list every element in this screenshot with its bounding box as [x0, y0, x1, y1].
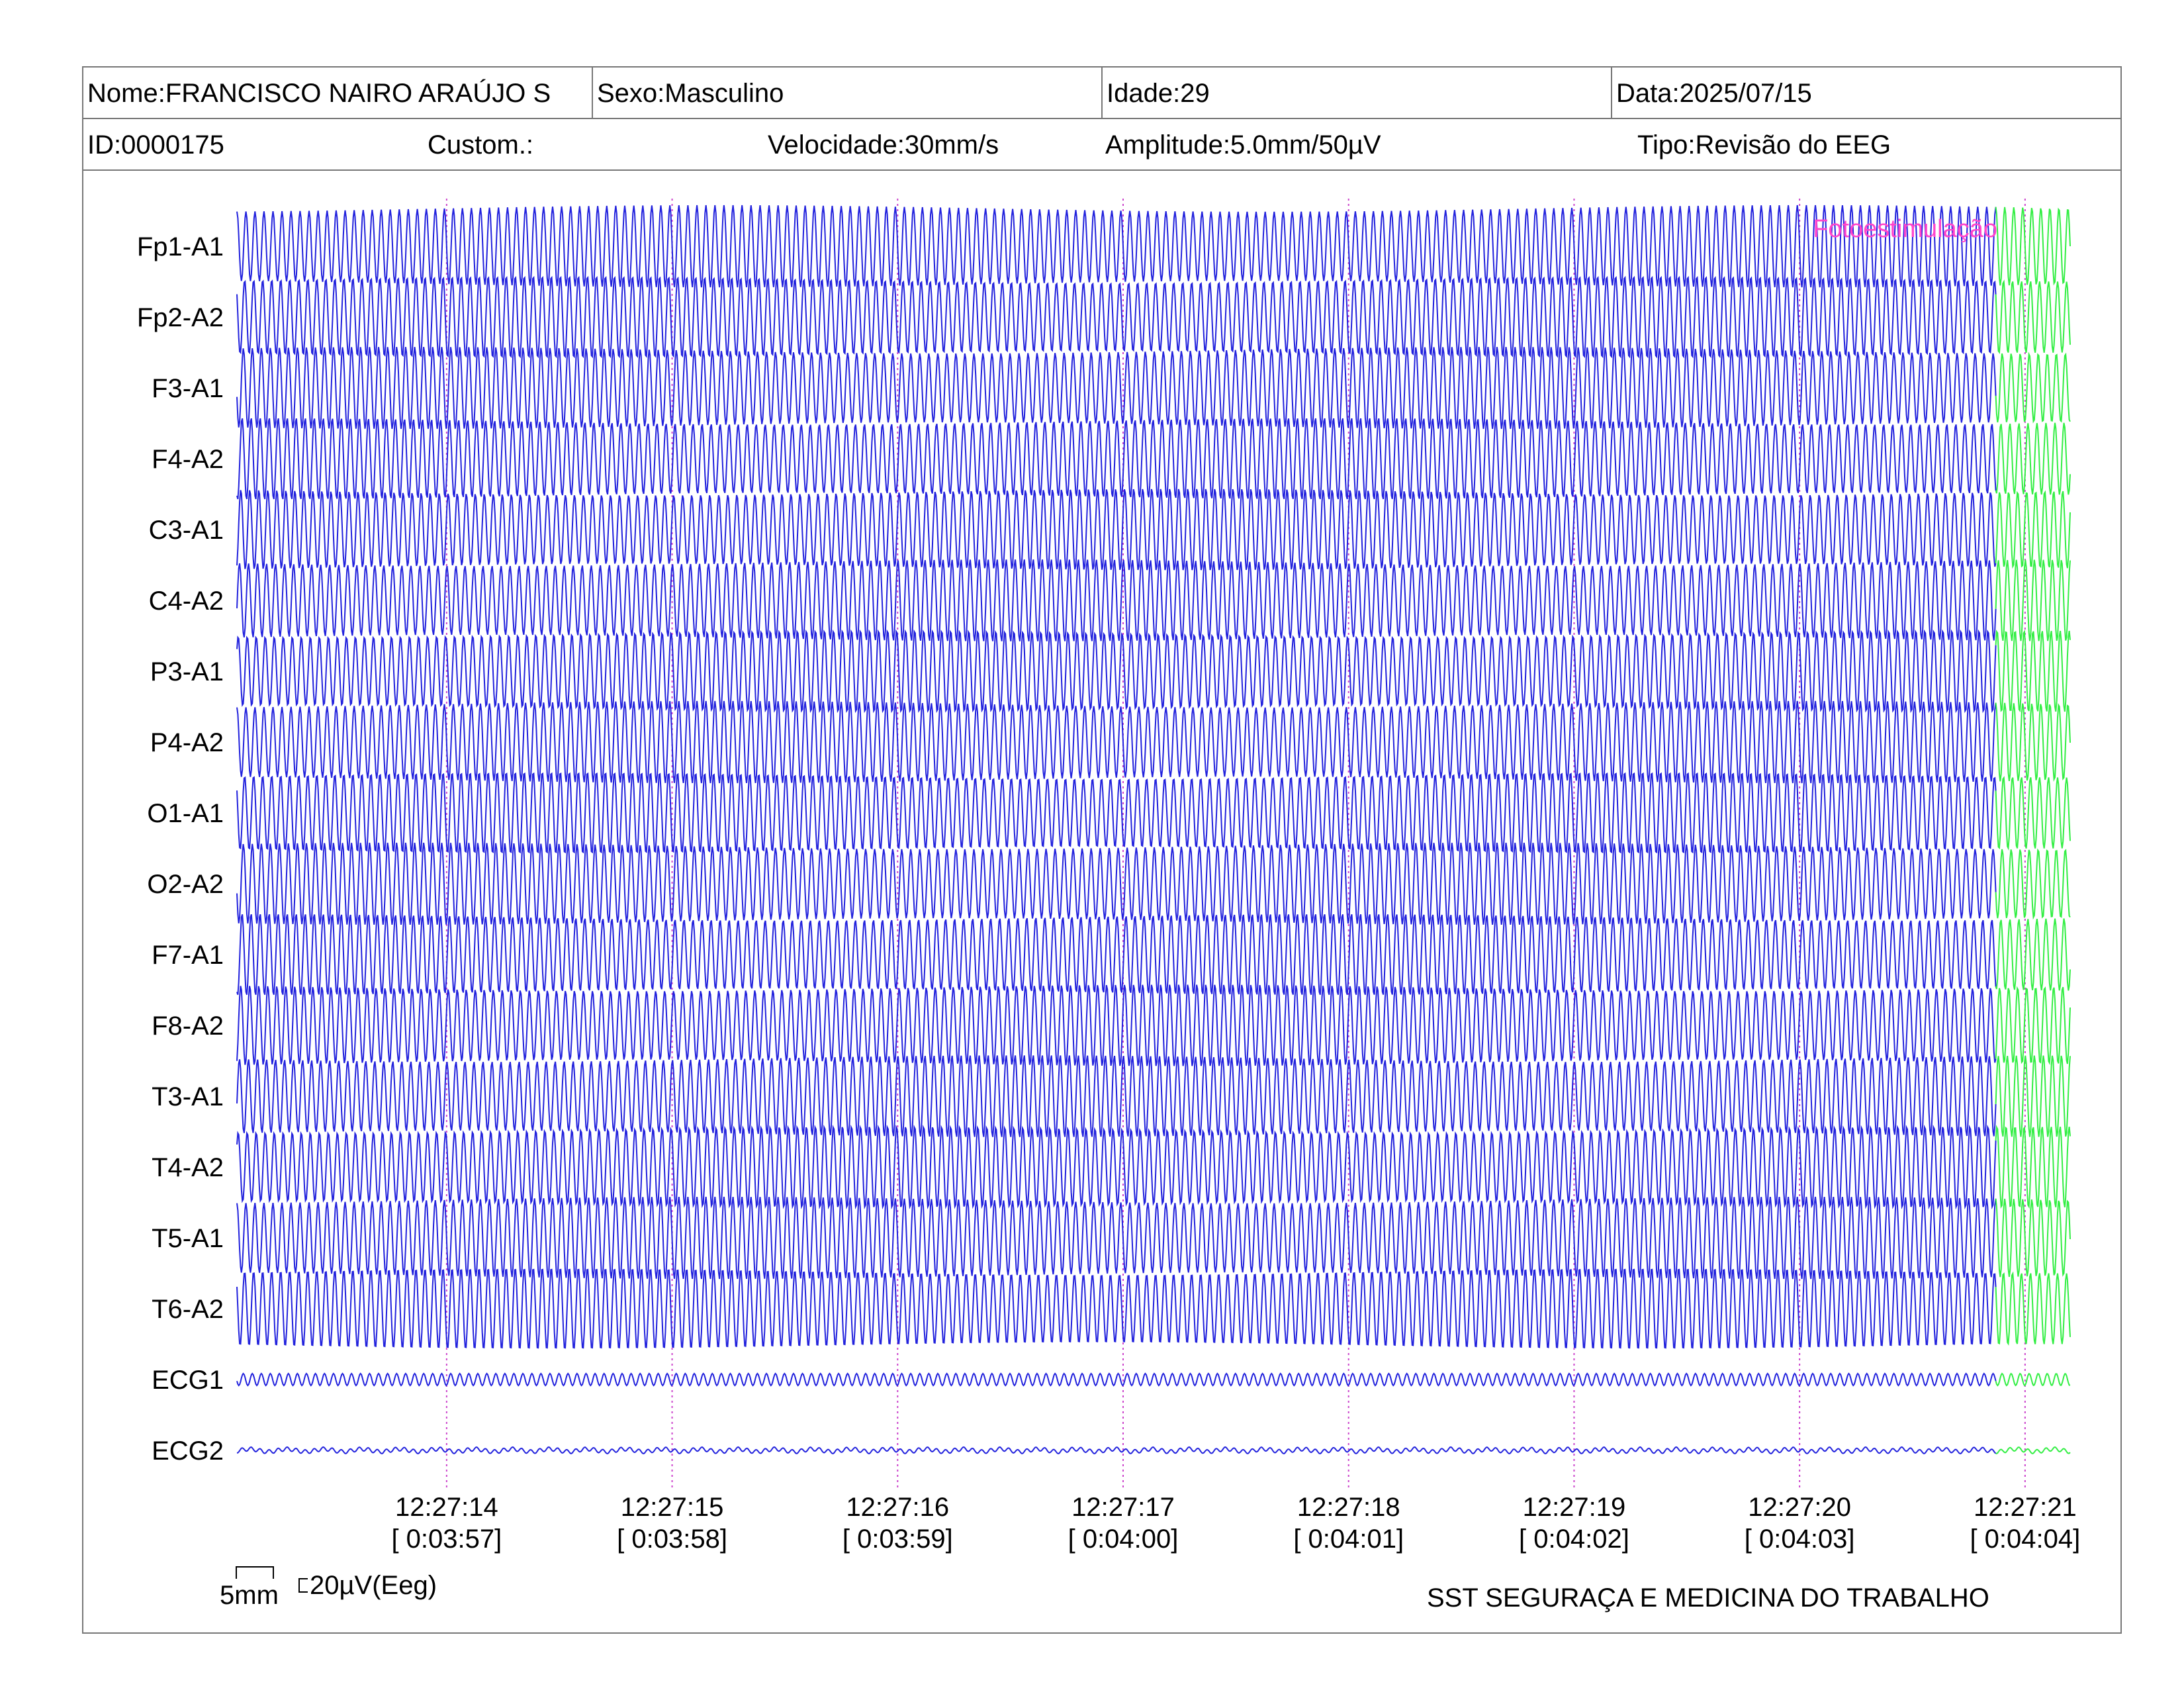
channel-label: P3-A1 [150, 657, 224, 686]
channel-label: O2-A2 [147, 870, 224, 899]
channel-trace-stimulation [1995, 352, 2071, 424]
channel-trace-stimulation [1995, 702, 2071, 782]
channel-label: Fp2-A2 [137, 303, 224, 332]
channel-trace [236, 1124, 1997, 1210]
channel-trace [236, 205, 1997, 288]
channel-trace-stimulation [1995, 1055, 2071, 1137]
header-row-1: Nome:FRANCISCO NAIRO ARAÚJO S Sexo:Mascu… [83, 68, 2120, 119]
channel-trace-stimulation [1995, 279, 2071, 354]
report-frame: Nome:FRANCISCO NAIRO ARAÚJO S Sexo:Mascu… [82, 66, 2122, 1634]
header-row-2: ID:0000175 Custom.: Velocidade:30mm/s Am… [83, 119, 2120, 171]
time-tick-elapsed: [ 0:04:00] [1068, 1524, 1179, 1554]
channel-trace [236, 629, 1997, 714]
channel-label: F3-A1 [152, 374, 224, 403]
time-tick-clock: 12:27:19 [1523, 1493, 1626, 1522]
patient-name: Nome:FRANCISCO NAIRO ARAÚJO S [87, 79, 551, 108]
channel-trace-stimulation [1995, 422, 2071, 495]
channel-label: F4-A2 [152, 445, 224, 474]
channel-label: T4-A2 [152, 1153, 224, 1182]
channel-trace-stimulation [1995, 207, 2071, 286]
channel-trace [236, 275, 1997, 359]
channel-trace-stimulation [1995, 1372, 2071, 1387]
channel-trace [236, 418, 1997, 500]
time-tick-clock: 12:27:14 [395, 1493, 498, 1522]
channel-label: ECG2 [152, 1436, 224, 1466]
time-tick-clock: 12:27:15 [621, 1493, 724, 1522]
scale-bar-amplitude-bracket [298, 1578, 308, 1593]
channel-trace [236, 1055, 1997, 1137]
scale-bar-length: 5mm [220, 1581, 279, 1610]
channel-label: O1-A1 [147, 799, 224, 828]
patient-sex: Sexo:Masculino [592, 68, 1107, 118]
time-tick-elapsed: [ 0:03:59] [842, 1524, 953, 1554]
review-type: Tipo:Revisão do EEG [1637, 130, 1891, 160]
channel-trace-stimulation [1995, 1446, 2071, 1454]
channel-trace [236, 1446, 1997, 1454]
channel-label: C3-A1 [149, 516, 224, 545]
patient-id: ID:0000175 [87, 130, 224, 160]
photostimulation-annotation: Fotoestimulação [1813, 215, 1997, 243]
channel-trace-stimulation [1995, 848, 2071, 920]
time-tick-elapsed: [ 0:03:58] [617, 1524, 727, 1554]
channel-label: F7-A1 [152, 941, 224, 970]
channel-trace-stimulation [1995, 490, 2071, 569]
channel-trace-stimulation [1995, 559, 2071, 641]
channel-trace [236, 1268, 1997, 1349]
channel-trace [236, 1196, 1997, 1280]
recording-speed: Velocidade:30mm/s [768, 130, 999, 160]
time-tick-clock: 12:27:16 [846, 1493, 949, 1522]
channel-trace-stimulation [1995, 776, 2071, 851]
recording-amplitude: Amplitude:5.0mm/50µV [1105, 130, 1381, 160]
channel-trace [236, 700, 1997, 784]
time-tick-elapsed: [ 0:04:04] [1970, 1524, 2080, 1554]
channel-label: T3-A1 [152, 1082, 224, 1111]
channel-label: F8-A2 [152, 1011, 224, 1041]
time-tick-clock: 12:27:21 [1974, 1493, 2077, 1522]
company-name: SST SEGURAÇA E MEDICINA DO TRABALHO [1427, 1583, 1989, 1613]
channel-trace [236, 559, 1997, 641]
channel-trace-stimulation [1995, 1271, 2071, 1346]
exam-date: Data:2025/07/15 [1611, 68, 2126, 118]
time-tick-clock: 12:27:20 [1748, 1493, 1851, 1522]
channel-trace [236, 984, 1997, 1066]
channel-label: P4-A2 [150, 728, 224, 757]
channel-trace [236, 914, 1997, 996]
scale-bar: 5mm 20µV(Eeg) [220, 1566, 437, 1610]
channel-trace [236, 772, 1997, 854]
channel-trace [236, 842, 1997, 925]
channel-label: C4-A2 [149, 586, 224, 616]
channel-label: T6-A2 [152, 1295, 224, 1324]
channel-trace [236, 347, 1997, 429]
time-tick-elapsed: [ 0:03:57] [391, 1524, 502, 1554]
channel-trace-stimulation [1995, 1198, 2071, 1278]
channel-label: T5-A1 [152, 1224, 224, 1253]
channel-trace-stimulation [1995, 918, 2071, 991]
patient-age: Idade:29 [1101, 68, 1616, 118]
time-tick-clock: 12:27:18 [1297, 1493, 1400, 1522]
channel-label: Fp1-A1 [137, 232, 224, 261]
scale-bar-time-bracket [236, 1566, 274, 1579]
channel-trace-stimulation [1995, 1125, 2071, 1209]
time-tick-elapsed: [ 0:04:03] [1745, 1524, 1855, 1554]
channel-trace-stimulation [1995, 986, 2071, 1066]
channel-label: ECG1 [152, 1366, 224, 1395]
time-tick-elapsed: [ 0:04:01] [1293, 1524, 1404, 1554]
channel-trace-stimulation [1995, 630, 2071, 713]
custom-field: Custom.: [428, 130, 534, 160]
time-tick-clock: 12:27:17 [1071, 1493, 1175, 1522]
channel-trace [236, 1372, 1997, 1387]
channel-trace [236, 489, 1997, 571]
time-tick-elapsed: [ 0:04:02] [1519, 1524, 1629, 1554]
scale-bar-amplitude: 20µV(Eeg) [310, 1571, 437, 1600]
